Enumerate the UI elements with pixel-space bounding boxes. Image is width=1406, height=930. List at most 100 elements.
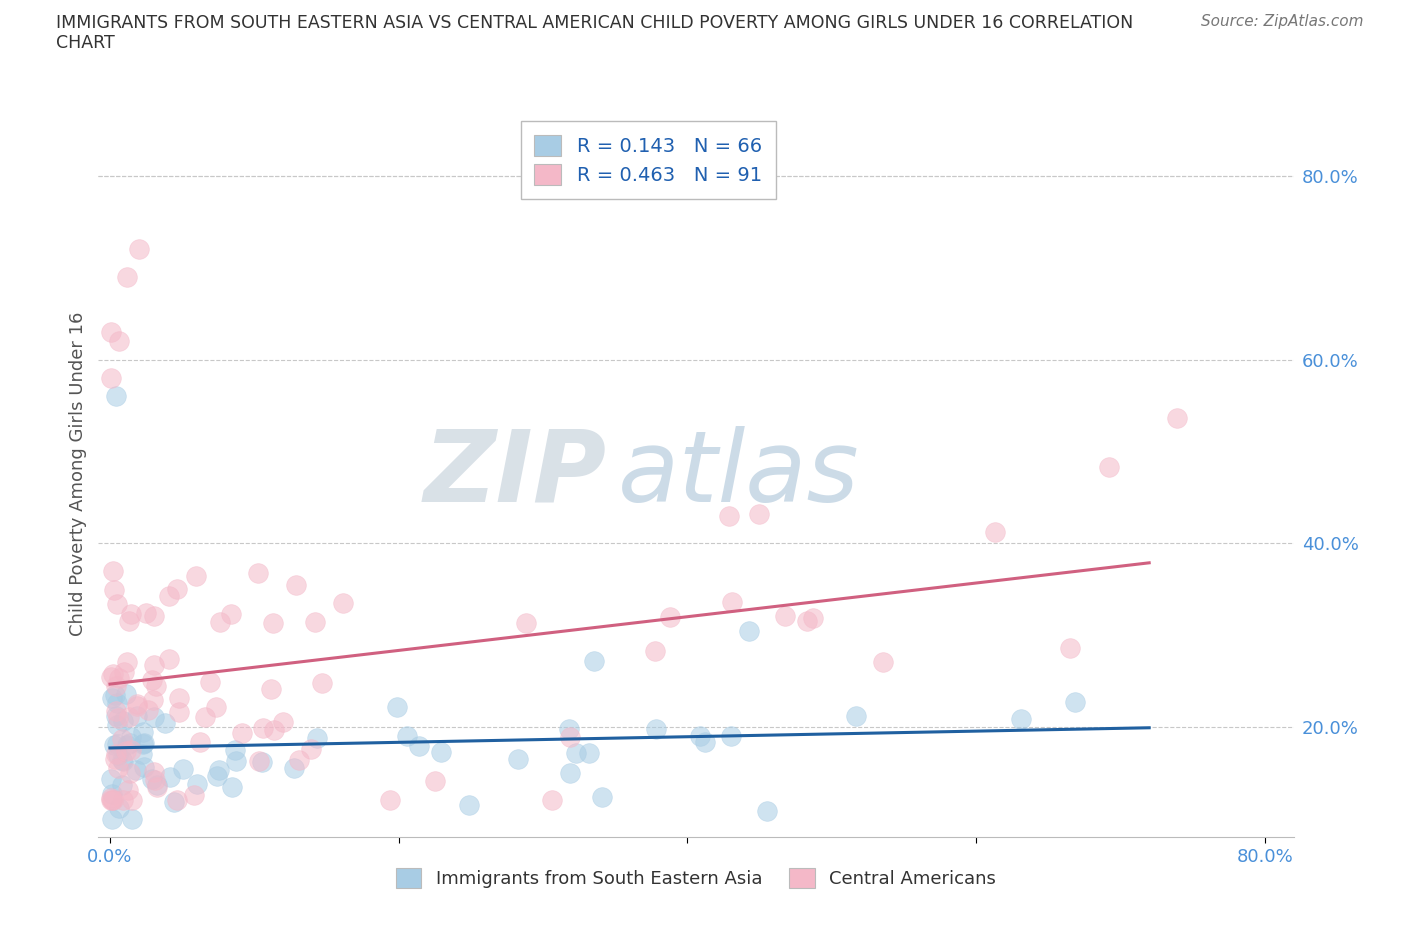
Point bbox=[146, 777, 169, 792]
Point bbox=[186, 777, 208, 791]
Point bbox=[117, 783, 139, 798]
Point bbox=[132, 759, 155, 774]
Point bbox=[591, 790, 613, 804]
Point bbox=[801, 611, 824, 626]
Point bbox=[112, 754, 135, 769]
Point bbox=[104, 687, 127, 702]
Point bbox=[120, 729, 142, 744]
Point bbox=[184, 569, 207, 584]
Point bbox=[1059, 640, 1081, 655]
Point bbox=[644, 644, 666, 658]
Point bbox=[252, 720, 274, 735]
Point bbox=[107, 711, 129, 725]
Point bbox=[132, 737, 155, 751]
Point bbox=[118, 614, 141, 629]
Point bbox=[104, 751, 127, 766]
Point bbox=[307, 731, 329, 746]
Point bbox=[224, 742, 246, 757]
Point bbox=[143, 773, 166, 788]
Point bbox=[101, 786, 124, 801]
Point bbox=[194, 710, 217, 724]
Point bbox=[167, 704, 190, 719]
Point bbox=[100, 370, 122, 385]
Point bbox=[142, 692, 165, 707]
Point bbox=[198, 674, 221, 689]
Point bbox=[159, 589, 181, 604]
Point bbox=[132, 724, 155, 739]
Text: atlas: atlas bbox=[619, 426, 860, 523]
Point bbox=[515, 616, 537, 631]
Point bbox=[285, 578, 308, 592]
Point bbox=[120, 606, 142, 621]
Legend: Immigrants from South Eastern Asia, Central Americans: Immigrants from South Eastern Asia, Cent… bbox=[384, 856, 1008, 900]
Point bbox=[1064, 695, 1087, 710]
Point bbox=[558, 722, 581, 737]
Point bbox=[748, 506, 770, 521]
Point bbox=[142, 765, 165, 780]
Point bbox=[108, 334, 131, 349]
Point bbox=[136, 702, 159, 717]
Point bbox=[120, 742, 142, 757]
Point bbox=[100, 790, 122, 805]
Point bbox=[101, 667, 124, 682]
Point bbox=[225, 754, 247, 769]
Point bbox=[111, 777, 134, 792]
Point bbox=[166, 581, 188, 596]
Point bbox=[756, 804, 779, 818]
Point bbox=[100, 670, 122, 684]
Point bbox=[1010, 711, 1032, 726]
Point bbox=[115, 686, 138, 701]
Point bbox=[983, 525, 1005, 539]
Point bbox=[250, 755, 273, 770]
Point bbox=[430, 745, 453, 760]
Point bbox=[125, 763, 148, 777]
Point bbox=[209, 615, 232, 630]
Point bbox=[107, 748, 129, 763]
Point bbox=[720, 594, 742, 609]
Point bbox=[107, 760, 129, 775]
Point bbox=[115, 655, 138, 670]
Point bbox=[115, 737, 138, 752]
Point bbox=[263, 723, 285, 737]
Point bbox=[112, 713, 135, 728]
Point bbox=[155, 715, 177, 730]
Point bbox=[578, 746, 600, 761]
Point bbox=[100, 793, 122, 808]
Point bbox=[172, 762, 194, 777]
Point bbox=[247, 753, 270, 768]
Point bbox=[120, 736, 142, 751]
Point bbox=[157, 651, 180, 666]
Point bbox=[204, 699, 226, 714]
Point bbox=[120, 765, 142, 780]
Point bbox=[105, 737, 128, 751]
Point bbox=[105, 679, 128, 694]
Point bbox=[845, 708, 868, 723]
Point bbox=[100, 771, 122, 786]
Point bbox=[558, 729, 581, 744]
Point bbox=[247, 566, 270, 581]
Point bbox=[100, 811, 122, 826]
Point bbox=[283, 760, 305, 775]
Point bbox=[108, 671, 131, 685]
Point bbox=[145, 678, 167, 693]
Point bbox=[105, 389, 128, 404]
Point bbox=[659, 610, 682, 625]
Point bbox=[125, 698, 148, 713]
Point bbox=[738, 623, 761, 638]
Point bbox=[207, 768, 229, 783]
Point bbox=[271, 715, 294, 730]
Point bbox=[695, 735, 717, 750]
Point bbox=[872, 655, 894, 670]
Point bbox=[100, 325, 122, 339]
Point bbox=[105, 718, 128, 733]
Point bbox=[565, 746, 588, 761]
Point bbox=[689, 728, 711, 743]
Point bbox=[221, 780, 243, 795]
Point bbox=[117, 270, 139, 285]
Point bbox=[105, 695, 128, 710]
Text: Source: ZipAtlas.com: Source: ZipAtlas.com bbox=[1201, 14, 1364, 29]
Y-axis label: Child Poverty Among Girls Under 16: Child Poverty Among Girls Under 16 bbox=[69, 312, 87, 636]
Point bbox=[141, 672, 163, 687]
Point bbox=[773, 609, 796, 624]
Point bbox=[145, 780, 167, 795]
